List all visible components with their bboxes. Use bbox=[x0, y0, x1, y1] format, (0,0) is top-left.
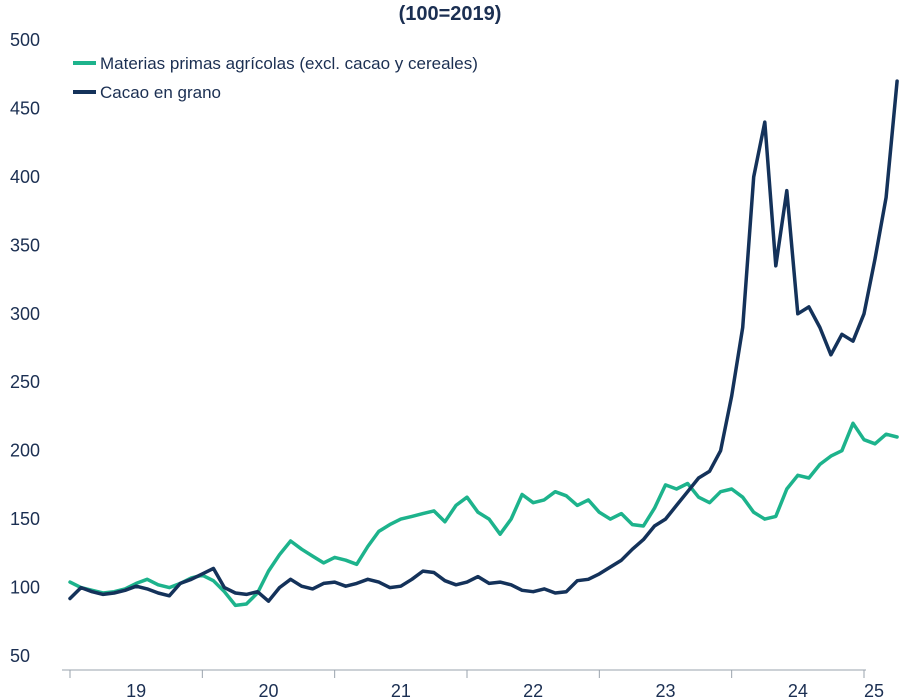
series-layer bbox=[68, 79, 899, 608]
chart-title: (100=2019) bbox=[399, 3, 502, 25]
y-axis: 50 100 150 200 250 300 350 400 450 500 bbox=[10, 30, 40, 666]
legend-label: Cacao en grano bbox=[100, 83, 221, 102]
x-tick-label: 22 bbox=[523, 681, 543, 700]
y-tick-label: 150 bbox=[10, 509, 40, 529]
x-tick-label: 21 bbox=[391, 681, 411, 700]
y-tick-label: 400 bbox=[10, 167, 40, 187]
y-tick-label: 100 bbox=[10, 578, 40, 598]
y-tick-label: 200 bbox=[10, 441, 40, 461]
x-tick-label: 23 bbox=[655, 681, 675, 700]
x-tick-label: 24 bbox=[788, 681, 808, 700]
y-tick-label: 450 bbox=[10, 98, 40, 118]
series-line-1 bbox=[68, 79, 899, 603]
y-tick-label: 350 bbox=[10, 235, 40, 255]
x-tick-label: 25 bbox=[864, 681, 884, 700]
series-line-0 bbox=[68, 421, 899, 608]
y-tick-label: 300 bbox=[10, 304, 40, 324]
x-tick-label: 20 bbox=[258, 681, 278, 700]
x-axis: 19 20 21 22 23 24 25 bbox=[62, 669, 884, 700]
y-tick-label: 50 bbox=[10, 646, 30, 666]
legend-label: Materias primas agrícolas (excl. cacao y… bbox=[100, 54, 478, 73]
legend: Materias primas agrícolas (excl. cacao y… bbox=[73, 54, 478, 102]
y-tick-label: 250 bbox=[10, 372, 40, 392]
x-tick-label: 19 bbox=[126, 681, 146, 700]
y-tick-label: 500 bbox=[10, 30, 40, 50]
